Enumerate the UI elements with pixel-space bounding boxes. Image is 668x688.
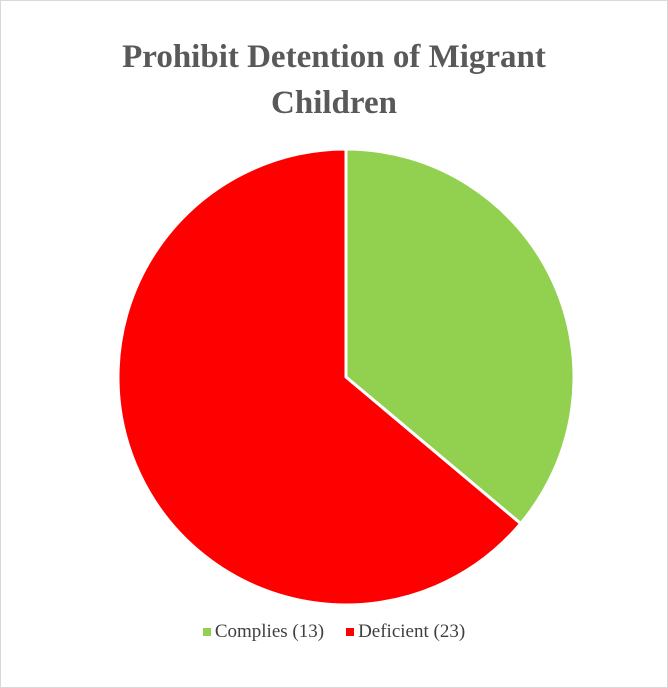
chart-title-line-1: Prohibit Detention of Migrant [122,39,546,75]
pie-slice-deficient [116,147,523,607]
legend-swatch-complies [202,628,211,636]
legend-item-complies: Complies (13) [202,621,325,643]
legend-label-complies: Complies (13) [214,621,325,642]
chart-title-line-2: Children [271,85,397,121]
legend-item-deficient: Deficient (23) [346,621,465,643]
chart-title: Prohibit Detention of Migrant Children [1,34,667,126]
legend-label-deficient: Deficient (23) [358,621,466,642]
legend: Complies (13) Deficient (23) [1,621,667,643]
pie-slice-complies [344,147,576,526]
legend-swatch-deficient [346,628,355,636]
